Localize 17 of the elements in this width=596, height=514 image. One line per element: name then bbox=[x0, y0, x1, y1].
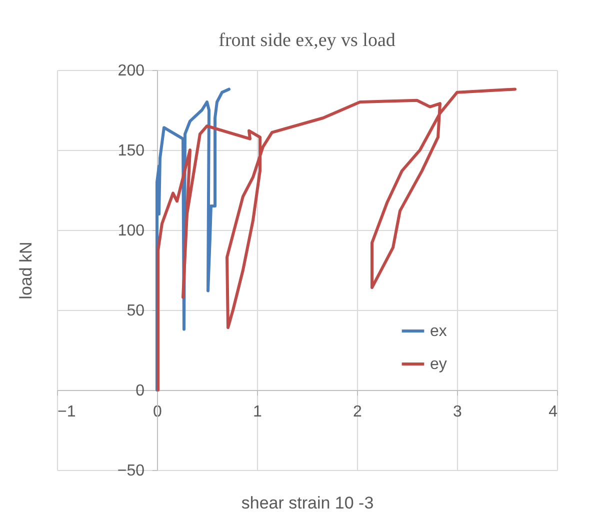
x-tick-label: 1 bbox=[253, 404, 262, 420]
x-tick-label: 4 bbox=[548, 404, 558, 420]
y-tick-label: 50 bbox=[126, 302, 145, 320]
y-axis-title: load kN bbox=[16, 242, 36, 300]
x-tick-label: −1 bbox=[58, 404, 76, 420]
legend-label: ex bbox=[430, 323, 447, 340]
y-tick-label: 150 bbox=[118, 142, 145, 160]
y-tick-label: 200 bbox=[118, 62, 145, 80]
legend-label: ey bbox=[430, 356, 447, 373]
x-tick-label: 2 bbox=[353, 404, 362, 420]
x-axis-title: shear strain 10 -3 bbox=[241, 494, 374, 512]
y-tick-label: 100 bbox=[118, 222, 145, 240]
chart-title: front side ex,ey vs load bbox=[218, 30, 396, 51]
y-tick-label: 0 bbox=[136, 382, 145, 400]
line-series bbox=[156, 88, 516, 392]
y-tick-label: −50 bbox=[117, 462, 145, 480]
x-tick-label: 3 bbox=[453, 404, 462, 420]
